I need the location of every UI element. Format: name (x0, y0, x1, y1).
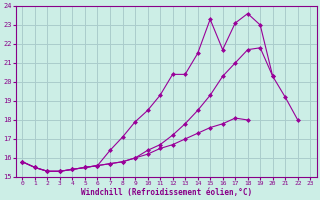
X-axis label: Windchill (Refroidissement éolien,°C): Windchill (Refroidissement éolien,°C) (81, 188, 252, 197)
